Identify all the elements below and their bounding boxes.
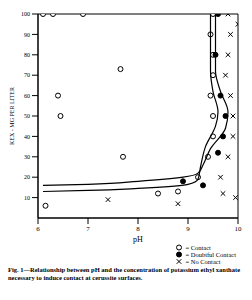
svg-text:90: 90 <box>24 32 30 38</box>
svg-text:10: 10 <box>235 225 243 233</box>
svg-text:6: 6 <box>36 225 40 233</box>
svg-text:10: 10 <box>24 195 30 201</box>
html-text:= No Contact: = No Contact <box>185 258 221 265</box>
svg-text:KEX - MG PER LITER: KEX - MG PER LITER <box>9 87 15 145</box>
svg-text:pH: pH <box>133 235 143 244</box>
svg-text:9: 9 <box>186 225 190 233</box>
html-text:Fig. 1—Relationship between pH: Fig. 1—Relationship between pH and the c… <box>8 266 240 281</box>
svg-text:30: 30 <box>24 154 30 160</box>
svg-text:70: 70 <box>24 72 30 78</box>
svg-text:8: 8 <box>136 225 140 233</box>
html-text:= Contact: = Contact <box>185 244 211 251</box>
svg-text:7: 7 <box>86 225 90 233</box>
html-text:= Doubtful Contact: = Doubtful Contact <box>185 251 236 258</box>
svg-text:50: 50 <box>24 113 30 119</box>
svg-text:60: 60 <box>24 93 30 99</box>
svg-text:80: 80 <box>24 52 30 58</box>
svg-text:40: 40 <box>24 134 30 140</box>
svg-text:20: 20 <box>24 174 30 180</box>
svg-text:100: 100 <box>21 11 30 17</box>
